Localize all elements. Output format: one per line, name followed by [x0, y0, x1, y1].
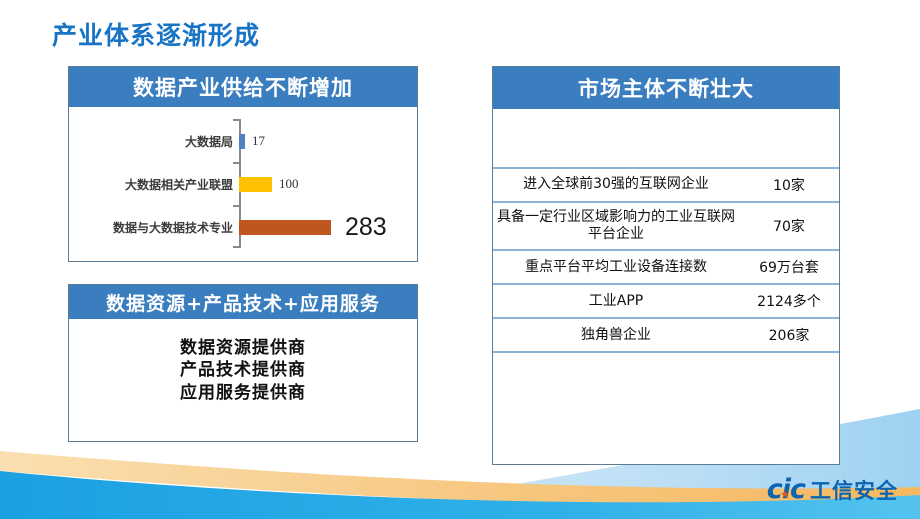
chain-line-item: 应用服务提供商 [180, 382, 306, 402]
panel-market-entities: 市场主体不断壮大 进入全球前30强的互联网企业 10家 具备一定行业区域影响力的… [492, 66, 840, 465]
panel-data-industry-supply: 数据产业供给不断增加 大数据局 17 大数据相关产业联盟 100 [68, 66, 418, 262]
table-cell-label: 具备一定行业区域影响力的工业互联网平台企业 [497, 209, 735, 243]
page-title: 产业体系逐渐形成 [52, 21, 261, 50]
star-icon: ★ [780, 488, 790, 501]
bar-shape [239, 133, 245, 149]
table-row: 重点平台平均工业设备连接数 69万台套 [493, 250, 839, 285]
brand-logo: cic ★ 工信安全 [767, 476, 898, 503]
panel-market-header: 市场主体不断壮大 [493, 67, 839, 109]
brand-name-label: 工信安全 [810, 478, 898, 503]
panel-chain-header: 数据资源+产品技术+应用服务 [69, 285, 417, 319]
cic-logo-text: cic [766, 474, 806, 505]
market-table: 进入全球前30强的互联网企业 10家 具备一定行业区域影响力的工业互联网平台企业… [493, 109, 839, 411]
bar-group: 17 [239, 133, 265, 149]
table-cell-value [739, 352, 839, 411]
bar-row: 大数据相关产业联盟 100 [69, 164, 417, 204]
table-row: 工业APP 2124多个 [493, 284, 839, 319]
bar-value-label: 17 [252, 133, 265, 148]
table-cell-label [493, 109, 739, 168]
table-cell-value: 10家 [773, 178, 805, 194]
table-cell-value: 70家 [773, 219, 805, 236]
table-cell-value: 206家 [768, 328, 810, 345]
cic-logo-icon: cic ★ [766, 474, 806, 505]
table-cell-label: 工业APP [588, 292, 644, 309]
bar-category-label: 数据与大数据技术专业 [112, 220, 233, 235]
axis-tick-2 [233, 205, 241, 207]
axis-tick-1 [233, 162, 241, 164]
panel-chain-body: 数据资源提供商 产品技术提供商 应用服务提供商 [69, 319, 417, 404]
bar-shape [239, 219, 331, 235]
axis-tick-top [233, 119, 241, 121]
chain-line-item: 产品技术提供商 [180, 360, 306, 380]
bar-group: 100 [239, 176, 299, 192]
chain-line-item: 数据资源提供商 [180, 338, 306, 357]
bar-chart: 大数据局 17 大数据相关产业联盟 100 数据与大数据技术专业 283 [69, 107, 417, 262]
table-row: 进入全球前30强的互联网企业 10家 [493, 168, 839, 202]
bar-group: 283 [239, 213, 387, 242]
table-cell-label: 重点平台平均工业设备连接数 [525, 258, 707, 275]
bar-category-label: 大数据局 [184, 134, 233, 149]
bar-value-label: 283 [345, 212, 387, 241]
panel-resource-tech-service: 数据资源+产品技术+应用服务 数据资源提供商 产品技术提供商 应用服务提供商 [68, 284, 418, 442]
bar-row: 大数据局 17 [69, 121, 417, 161]
table-cell-value: 69万台套 [759, 260, 819, 277]
table-cell-value [739, 109, 839, 168]
bar-row: 数据与大数据技术专业 283 [69, 207, 417, 247]
bar-category-label: 大数据相关产业联盟 [124, 177, 233, 192]
axis-tick-bottom [233, 246, 241, 248]
table-cell-label: 独角兽企业 [581, 326, 651, 343]
table-cell-label: 进入全球前30强的互联网企业 [523, 176, 709, 193]
bar-shape [239, 176, 272, 192]
table-cell-label [493, 352, 739, 411]
table-row: 具备一定行业区域影响力的工业互联网平台企业 70家 [493, 202, 839, 251]
bar-value-label: 100 [279, 176, 299, 191]
table-row: 独角兽企业 206家 [493, 318, 839, 353]
panel-supply-header: 数据产业供给不断增加 [69, 67, 417, 107]
table-row [493, 109, 839, 168]
table-cell-value: 2124多个 [757, 294, 821, 311]
table-row [493, 352, 839, 411]
